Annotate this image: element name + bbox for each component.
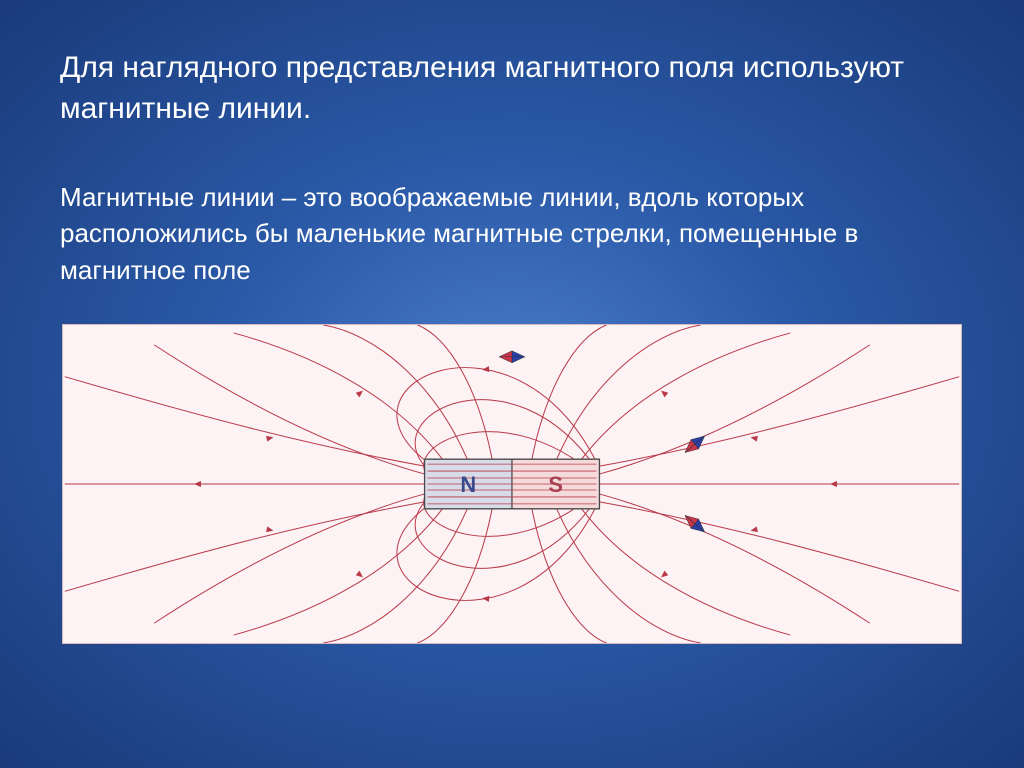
svg-text:N: N [460,472,476,497]
slide-title: Для наглядного представления магнитного … [60,48,964,129]
title-block: Для наглядного представления магнитного … [60,48,964,129]
magnetic-field-diagram: NS [62,324,962,644]
body-block: Магнитные линии – это воображаемые линии… [60,179,964,288]
slide-body-text: Магнитные линии – это воображаемые линии… [60,179,964,288]
svg-text:S: S [548,472,563,497]
slide: Для наглядного представления магнитного … [0,0,1024,768]
field-lines-svg: NS [63,325,961,643]
